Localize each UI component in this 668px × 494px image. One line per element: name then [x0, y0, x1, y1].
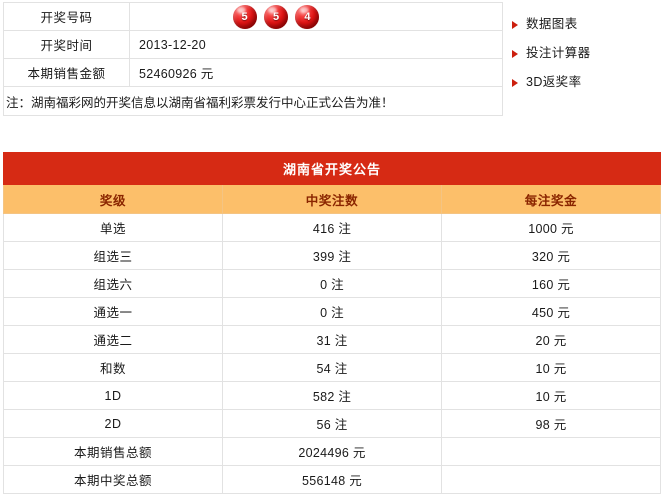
cell-count: 416 注 — [222, 213, 442, 242]
table-row: 2D 56 注 98 元 — [3, 409, 661, 438]
table-row: 组选六 0 注 160 元 — [3, 269, 661, 298]
draw-numbers-value: 5 5 4 — [129, 2, 503, 31]
table-header-row: 奖级 中奖注数 每注奖金 — [3, 184, 661, 214]
draw-time-label: 开奖时间 — [3, 30, 130, 59]
sales-amount-value: 52460926 元 — [129, 58, 503, 87]
lottery-ball: 5 — [264, 4, 288, 29]
cell-level: 单选 — [3, 213, 223, 242]
cell-prize: 20 元 — [441, 325, 661, 354]
column-header-prize: 每注奖金 — [441, 184, 661, 214]
table-row: 1D 582 注 10 元 — [3, 381, 661, 410]
cell-count: 399 注 — [222, 241, 442, 270]
cell-prize — [441, 465, 661, 494]
cell-prize: 450 元 — [441, 297, 661, 326]
table-title: 湖南省开奖公告 — [3, 152, 661, 185]
draw-numbers-label: 开奖号码 — [3, 2, 130, 31]
cell-level: 组选三 — [3, 241, 223, 270]
disclaimer-row: 注：湖南福彩网的开奖信息以湖南省福利彩票发行中心正式公告为准！ — [3, 86, 503, 116]
cell-prize — [441, 437, 661, 466]
side-links-panel: 数据图表 投注计算器 3D返奖率 — [508, 2, 666, 100]
cell-level: 本期销售总额 — [3, 437, 223, 466]
triangle-right-icon — [512, 20, 518, 29]
side-link-bet-calculator[interactable]: 投注计算器 — [508, 39, 666, 68]
cell-count: 0 注 — [222, 297, 442, 326]
cell-prize: 1000 元 — [441, 213, 661, 242]
table-row: 通选二 31 注 20 元 — [3, 325, 661, 354]
cell-count: 54 注 — [222, 353, 442, 382]
sales-amount-label: 本期销售金额 — [3, 58, 130, 87]
cell-count: 56 注 — [222, 409, 442, 438]
lottery-balls: 5 5 4 — [231, 4, 322, 29]
draw-summary-section: 开奖号码 5 5 4 开奖时间 2013-12-20 本 — [0, 0, 668, 140]
side-link-data-chart[interactable]: 数据图表 — [508, 10, 666, 39]
table-row: 通选一 0 注 450 元 — [3, 297, 661, 326]
table-row: 和数 54 注 10 元 — [3, 353, 661, 382]
cell-prize: 160 元 — [441, 269, 661, 298]
cell-prize: 320 元 — [441, 241, 661, 270]
ball-number: 5 — [241, 10, 248, 23]
draw-time-row: 开奖时间 2013-12-20 — [3, 30, 503, 59]
triangle-right-icon — [512, 49, 518, 58]
draw-numbers-row: 开奖号码 5 5 4 — [3, 2, 503, 31]
cell-prize: 10 元 — [441, 353, 661, 382]
triangle-right-icon — [512, 78, 518, 87]
cell-level: 组选六 — [3, 269, 223, 298]
cell-count: 0 注 — [222, 269, 442, 298]
draw-time-value: 2013-12-20 — [129, 30, 503, 59]
column-header-count: 中奖注数 — [222, 184, 442, 214]
cell-level: 通选一 — [3, 297, 223, 326]
lottery-ball: 5 — [232, 4, 257, 29]
sales-amount-row: 本期销售金额 52460926 元 — [3, 58, 503, 87]
side-link-label: 数据图表 — [526, 17, 578, 31]
cell-level: 和数 — [3, 353, 223, 382]
ball-number: 5 — [272, 10, 280, 23]
table-title-row: 湖南省开奖公告 — [3, 152, 661, 185]
cell-count: 31 注 — [222, 325, 442, 354]
cell-level: 本期中奖总额 — [3, 465, 223, 494]
cell-count: 556148 元 — [222, 465, 442, 494]
cell-prize: 10 元 — [441, 381, 661, 410]
table-row-total-sales: 本期销售总额 2024496 元 — [3, 437, 661, 466]
table-row: 组选三 399 注 320 元 — [3, 241, 661, 270]
cell-level: 1D — [3, 381, 223, 410]
cell-count: 582 注 — [222, 381, 442, 410]
prize-result-table: 湖南省开奖公告 奖级 中奖注数 每注奖金 单选 416 注 1000 元 组选三… — [3, 152, 661, 494]
side-link-label: 投注计算器 — [526, 46, 591, 60]
cell-level: 通选二 — [3, 325, 223, 354]
ball-number: 4 — [304, 10, 311, 23]
cell-prize: 98 元 — [441, 409, 661, 438]
side-link-label: 3D返奖率 — [526, 75, 582, 89]
table-row-total-prize: 本期中奖总额 556148 元 — [3, 465, 661, 494]
cell-count: 2024496 元 — [222, 437, 442, 466]
column-header-level: 奖级 — [3, 184, 223, 214]
side-link-3d-return-rate[interactable]: 3D返奖率 — [508, 68, 666, 97]
disclaimer-text: 注：湖南福彩网的开奖信息以湖南省福利彩票发行中心正式公告为准！ — [3, 86, 503, 116]
table-row: 单选 416 注 1000 元 — [3, 213, 661, 242]
draw-info-table: 开奖号码 5 5 4 开奖时间 2013-12-20 本 — [3, 2, 503, 116]
cell-level: 2D — [3, 409, 223, 438]
lottery-ball: 4 — [295, 4, 320, 29]
